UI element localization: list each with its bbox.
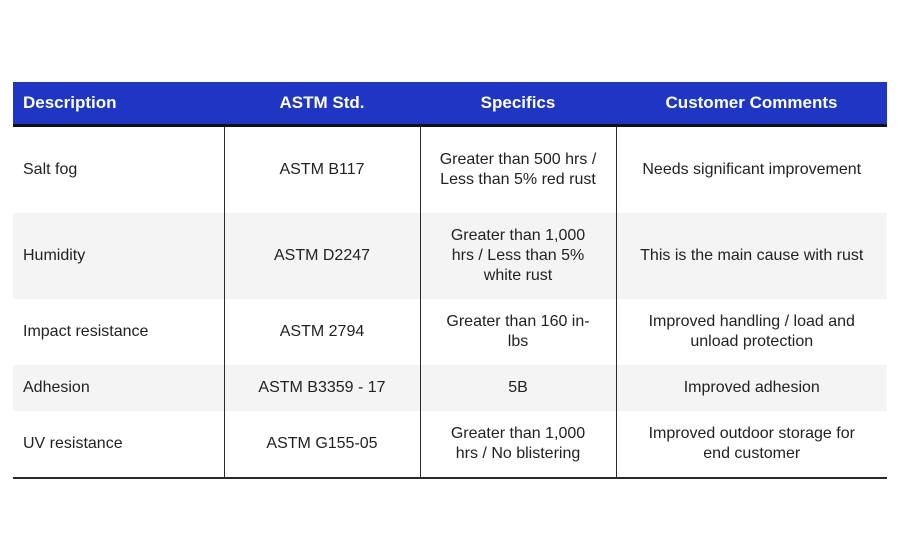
cell-customer-comments: This is the main cause with rust	[615, 213, 887, 299]
cell-customer-comments: Needs significant improvement	[615, 125, 887, 213]
cell-specifics: Greater than 1,000 hrs / Less than 5% wh…	[419, 213, 616, 299]
table-row: Humidity ASTM D2247 Greater than 1,000 h…	[13, 213, 887, 299]
table-row: Adhesion ASTM B3359 - 17 5B Improved adh…	[13, 365, 887, 411]
cell-description: Impact resistance	[13, 299, 224, 365]
cell-astm-std: ASTM D2247	[223, 213, 420, 299]
cell-description: Adhesion	[13, 365, 224, 411]
cell-specifics: 5B	[419, 365, 616, 411]
cell-description: Humidity	[13, 213, 224, 299]
cell-description: Salt fog	[13, 125, 224, 213]
cell-customer-comments: Improved adhesion	[615, 365, 887, 411]
cell-customer-comments: Improved handling / load and unload prot…	[615, 299, 887, 365]
table-row: Impact resistance ASTM 2794 Greater than…	[13, 299, 887, 365]
table-row: UV resistance ASTM G155-05 Greater than …	[13, 411, 887, 479]
cell-description: UV resistance	[13, 411, 224, 479]
header-specifics: Specifics	[420, 82, 616, 127]
cell-astm-std: ASTM 2794	[223, 299, 420, 365]
header-customer-comments: Customer Comments	[616, 82, 887, 127]
cell-customer-comments: Improved outdoor storage for end custome…	[615, 411, 887, 479]
table-row: Salt fog ASTM B117 Greater than 500 hrs …	[13, 125, 887, 213]
header-description: Description	[13, 82, 224, 127]
cell-astm-std: ASTM B117	[223, 125, 420, 213]
header-astm-std: ASTM Std.	[224, 82, 420, 127]
header-row: Description ASTM Std. Specifics Customer…	[13, 82, 887, 127]
table-header: Description ASTM Std. Specifics Customer…	[13, 82, 887, 127]
cell-astm-std: ASTM G155-05	[223, 411, 420, 479]
cell-specifics: Greater than 1,000 hrs / No blistering	[419, 411, 616, 479]
cell-specifics: Greater than 160 in-lbs	[419, 299, 616, 365]
specifications-table: Description ASTM Std. Specifics Customer…	[13, 82, 887, 479]
table-body: Salt fog ASTM B117 Greater than 500 hrs …	[13, 125, 887, 479]
cell-astm-std: ASTM B3359 - 17	[223, 365, 420, 411]
cell-specifics: Greater than 500 hrs / Less than 5% red …	[419, 125, 616, 213]
